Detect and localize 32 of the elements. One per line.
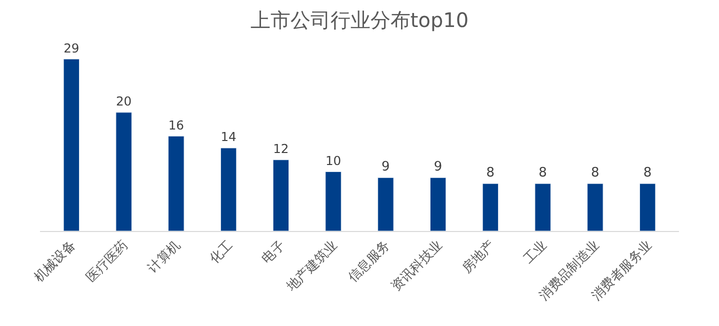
x-tick-label: 资讯科技业 xyxy=(388,238,446,294)
data-label: 29 xyxy=(64,41,80,56)
x-tick-label: 机械设备 xyxy=(31,238,79,286)
bar xyxy=(378,177,394,231)
bar xyxy=(325,171,342,231)
data-label: 9 xyxy=(382,160,390,175)
data-label: 9 xyxy=(434,160,442,175)
bar xyxy=(63,58,80,231)
data-label: 14 xyxy=(220,130,237,144)
x-tick-label: 工业 xyxy=(521,238,550,267)
data-label: 8 xyxy=(486,166,495,181)
bar xyxy=(116,112,132,231)
bar xyxy=(430,177,446,231)
x-tick-label: 化工 xyxy=(206,238,236,267)
x-tick-label: 房地产 xyxy=(458,237,498,276)
chart-title: 上市公司行业分布top10 xyxy=(250,8,469,32)
bar xyxy=(220,148,237,231)
bar xyxy=(534,183,551,231)
data-label: 10 xyxy=(325,154,342,168)
data-label: 8 xyxy=(643,166,652,181)
bar xyxy=(272,160,290,231)
bar xyxy=(587,183,604,231)
x-tick-label: 计算机 xyxy=(145,238,184,276)
data-label: 8 xyxy=(591,166,600,181)
data-label: 16 xyxy=(168,118,184,132)
x-tick-label: 医疗医药 xyxy=(84,238,132,286)
bar xyxy=(482,183,499,231)
bar xyxy=(168,136,184,231)
data-label: 8 xyxy=(538,166,547,181)
bar xyxy=(639,183,656,231)
data-label: 20 xyxy=(116,94,132,109)
data-label: 12 xyxy=(273,142,289,156)
